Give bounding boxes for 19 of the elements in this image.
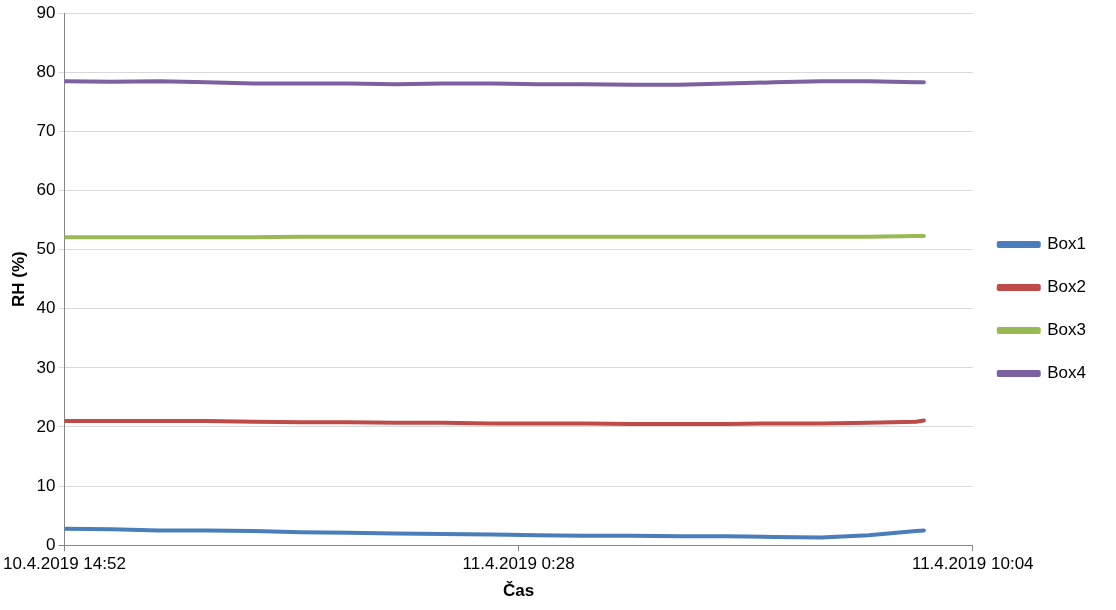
y-tick-label: 30 bbox=[36, 357, 56, 377]
y-tick-label: 70 bbox=[36, 121, 56, 141]
y-axis-title: RH (%) bbox=[9, 251, 29, 308]
y-tick-label: 50 bbox=[36, 239, 56, 259]
legend-label: Box4 bbox=[1047, 363, 1086, 383]
y-tick-label: 80 bbox=[36, 62, 56, 81]
legend-label: Box1 bbox=[1047, 234, 1086, 254]
x-axis-title: Čas bbox=[503, 581, 535, 601]
x-tick-label: 11.4.2019 0:28 bbox=[462, 554, 575, 574]
y-tick-label: 90 bbox=[36, 2, 56, 22]
x-tick-label: 11.4.2019 10:04 bbox=[911, 554, 1034, 574]
y-tick-label: 0 bbox=[45, 534, 56, 554]
x-tick-label: 10.4.2019 14:52 bbox=[2, 554, 126, 574]
y-tick-label: 60 bbox=[36, 180, 56, 200]
legend-label: Box2 bbox=[1047, 277, 1086, 297]
y-tick-label: 10 bbox=[36, 475, 56, 495]
y-tick-label: 20 bbox=[36, 416, 56, 436]
y-tick-label: 40 bbox=[36, 298, 56, 318]
legend-label: Box3 bbox=[1047, 320, 1086, 340]
